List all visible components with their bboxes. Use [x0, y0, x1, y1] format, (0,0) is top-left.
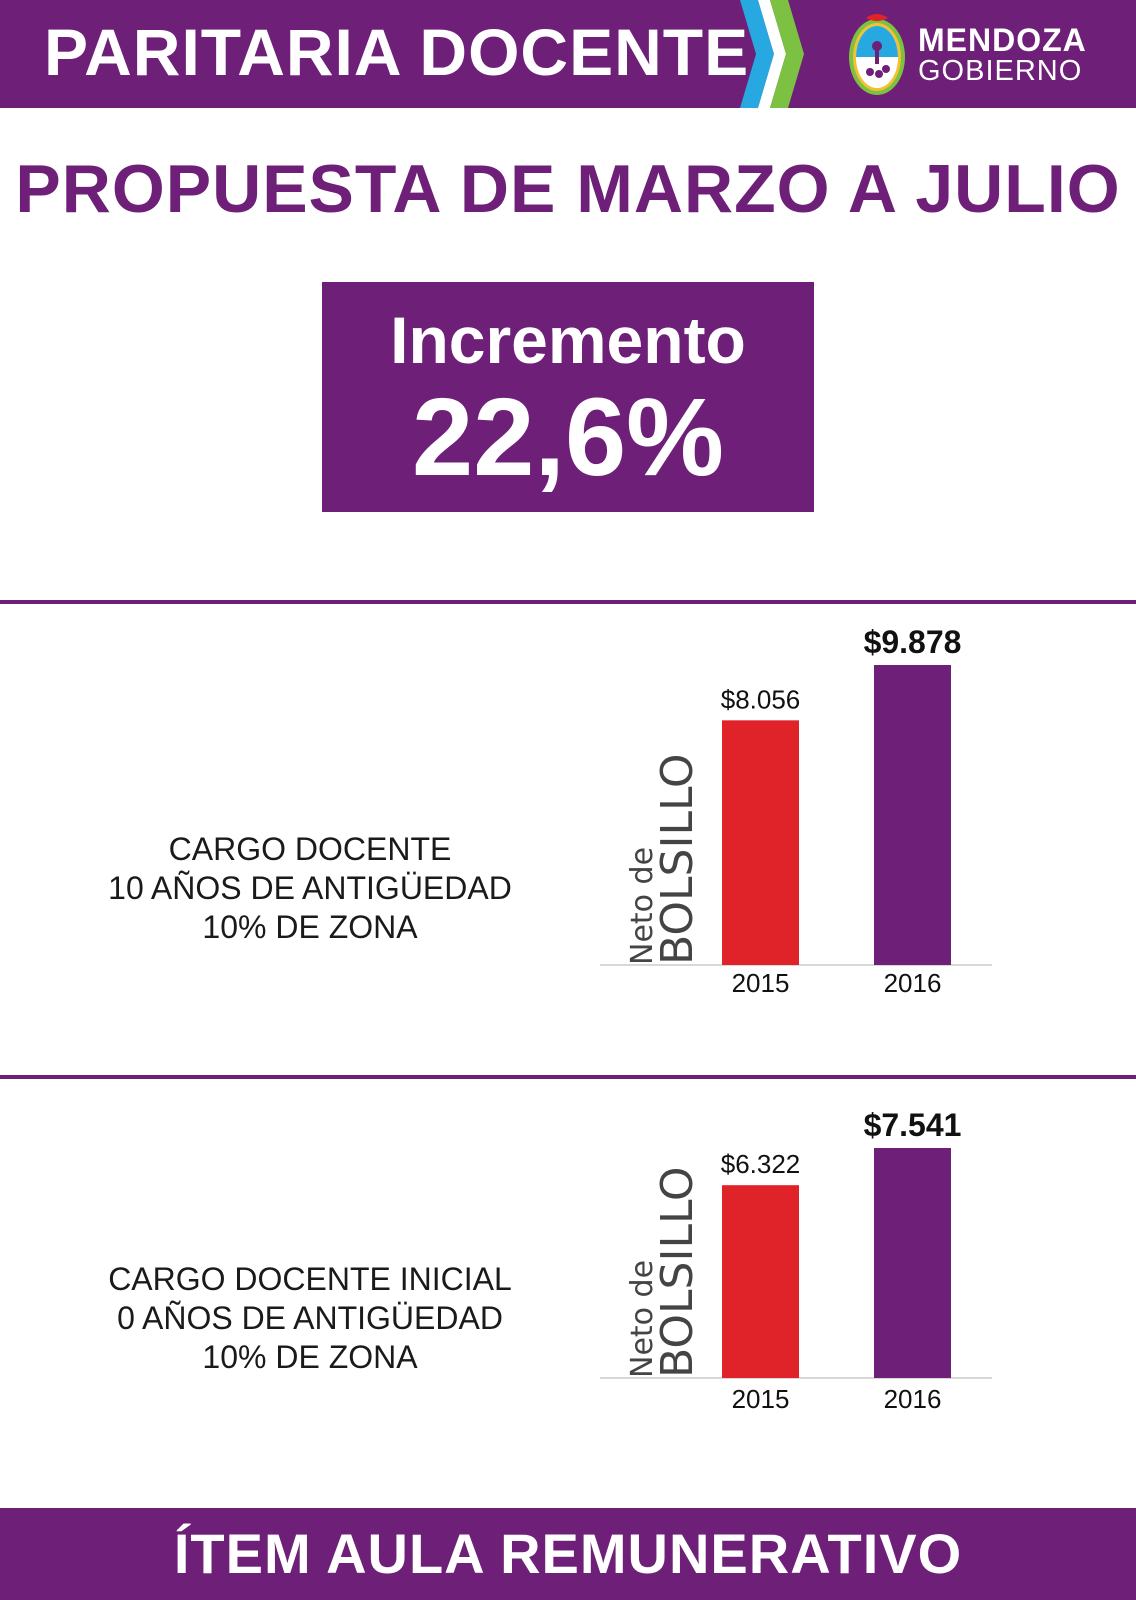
data-label-2015: $8.056	[721, 684, 801, 714]
section-1-line: 10% DE ZONA	[202, 909, 418, 945]
header-title: PARITARIA DOCENTE	[44, 15, 750, 89]
section-1-line: CARGO DOCENTE	[168, 831, 452, 867]
y-axis-label-large: BOLSILLO	[652, 1166, 703, 1378]
header-bar: PARITARIA DOCENTE MENDOZA GOBIERNO	[0, 0, 1136, 108]
x-tick-label-2016: 2016	[884, 1384, 942, 1414]
section-divider	[0, 1075, 1136, 1079]
section-1-line: 10 AÑOS DE ANTIGÜEDAD	[108, 870, 512, 906]
bar-2015	[722, 720, 799, 965]
brand-subtitle: GOBIERNO	[918, 55, 1083, 87]
mendoza-coat-of-arms-icon	[849, 14, 905, 95]
brand-name: MENDOZA	[918, 22, 1087, 58]
x-tick-label-2015: 2015	[732, 1384, 790, 1414]
y-axis-label-small: Neto de	[625, 1260, 660, 1378]
footer-banner: ÍTEM AULA REMUNERATIVO	[0, 1508, 1136, 1600]
section-1-description: CARGO DOCENTE 10 AÑOS DE ANTIGÜEDAD 10% …	[90, 830, 530, 947]
page-title: PROPUESTA DE MARZO A JULIO	[15, 151, 1121, 227]
increment-label: Incremento	[390, 303, 746, 377]
data-label-2016: $7.541	[864, 1110, 962, 1143]
section-2-line: 0 AÑOS DE ANTIGÜEDAD	[117, 1300, 503, 1336]
y-axis-label-small: Neto de	[625, 847, 660, 965]
section-2-line: CARGO DOCENTE INICIAL	[108, 1261, 512, 1297]
bar-2016	[874, 1148, 951, 1378]
bar-2016	[874, 665, 951, 965]
increment-box: Incremento 22,6%	[322, 282, 814, 512]
chevron-decoration-icon	[740, 0, 804, 108]
y-axis-label-large: BOLSILLO	[652, 753, 703, 965]
data-label-2015: $6.322	[721, 1149, 801, 1179]
bar-2015	[722, 1185, 799, 1378]
x-tick-label-2015: 2015	[732, 968, 790, 998]
x-tick-label-2016: 2016	[884, 968, 942, 998]
data-label-2016: $9.878	[864, 624, 962, 660]
section-divider	[0, 600, 1136, 604]
section-2-line: 10% DE ZONA	[202, 1339, 418, 1375]
increment-value: 22,6%	[412, 376, 724, 499]
section-2-description: CARGO DOCENTE INICIAL 0 AÑOS DE ANTIGÜED…	[90, 1260, 530, 1377]
